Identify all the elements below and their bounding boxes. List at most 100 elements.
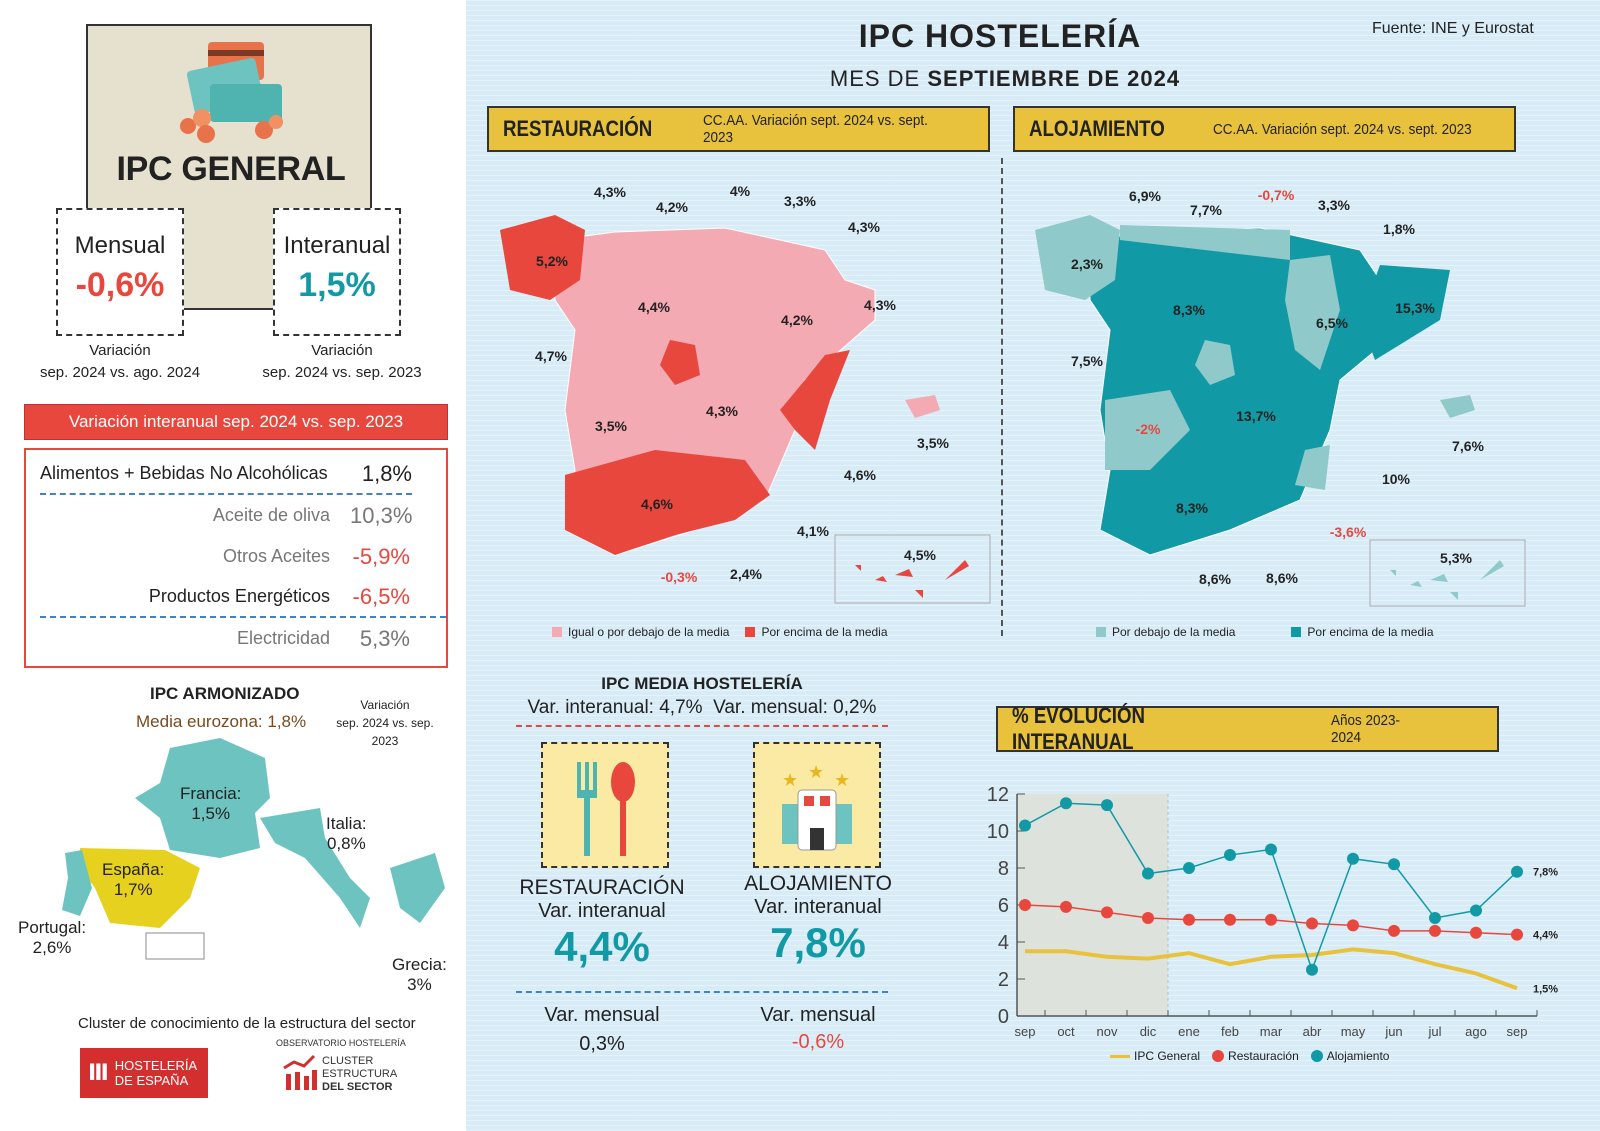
alojamiento-mensual-label: Var. mensual [760,1004,876,1026]
row-label: Productos Energéticos [148,586,330,606]
country-italia: Italia: 0,8% [326,814,367,854]
region-value: 15,3% [1395,300,1435,316]
data-point [1265,843,1277,856]
row-value: -5,9% [352,543,410,569]
region-value: 4,2% [656,199,688,215]
subtitle-bold: SEPTIEMBRE DE 2024 [927,66,1181,91]
country-name: Italia: [326,814,367,833]
mensual-caption-2: sep. 2024 vs. ago. 2024 [39,364,201,381]
alojamiento-mensual: Var. mensual -0,6% [732,1004,904,1054]
region-value: 7,6% [1452,438,1484,454]
x-tick-label: nov [1097,1024,1118,1039]
y-tick-label: 2 [998,969,1009,991]
row-label: Aceite de oliva [212,505,330,525]
interanual-box: Interanual 1,5% [273,208,401,336]
row-label: Alimentos + Bebidas No Alcohólicas [40,463,328,483]
restauracion-label: Var. interanual [538,900,666,922]
fork-spoon-card [541,742,669,868]
data-point [1511,865,1523,878]
x-tick-label: jun [1384,1024,1402,1039]
canarias-inset [145,932,205,960]
region-value: 4,4% [638,299,670,315]
legend-swatch-high [1291,627,1302,637]
data-point [1060,797,1072,810]
data-point [1388,924,1400,937]
region-value: 13,7% [1236,408,1276,424]
alojamiento-map-subtitle: CC.AA. Variación sept. 2024 vs. sept. 20… [1212,120,1472,138]
logo1-line2: DE ESPAÑA [114,1073,189,1088]
columns-icon: Ⅲ [88,1060,109,1085]
country-value: 1,5% [191,804,231,823]
x-tick-label: jul [1427,1024,1441,1039]
alojamiento-header: ALOJAMIENTO CC.AA. Variación sept. 2024 v… [1013,106,1516,152]
logo2-line1: CLUSTER [322,1055,374,1067]
region-value: 3,5% [917,435,949,451]
data-point [1019,899,1031,911]
alojamiento-label: Var. interanual [754,896,882,918]
legend-high: Por encima de la media [1307,625,1434,639]
evolucion-chart: 0 2 4 6 8 10 12 sep oct nov dic ene feb mar abr may jun j… [987,784,1559,1039]
legend-low: Igual o por debajo de la media [568,625,730,639]
country-name: Portugal: [18,918,87,937]
data-point [1388,858,1400,871]
alojamiento-legend: Por debajo de la media Por encima de la … [1096,625,1434,639]
country-name: Francia: [180,784,242,803]
logo2-line3: DEL SECTOR [322,1081,393,1093]
series-line-IPC General [1025,947,1518,991]
region-galicia [1035,215,1120,300]
region-value: 6,5% [1316,315,1348,331]
region-value: 7,7% [1190,202,1222,218]
restauracion-name: RESTAURACIÓN [519,876,685,899]
country-value: 0,8% [326,834,366,853]
subtitle-prefix: MES DE [829,66,921,91]
country-grecia: Grecia: 3% [392,955,447,995]
country-francia: Francia: 1,5% [180,784,241,824]
restauracion-map-subtitle: CC.AA. Variación sept. 2024 vs. sept. 20… [702,112,928,146]
region-value: 4,6% [641,496,673,512]
data-point [1306,917,1318,930]
svg-text:★: ★ [782,770,798,790]
armonizado-var-2: sep. 2024 vs. sep. 2023 [336,716,434,748]
svg-text:★: ★ [808,762,824,782]
legend-alojamiento: Alojamiento [1310,1049,1389,1063]
table-row: Alimentos + Bebidas No Alcohólicas 1,8% [40,454,412,495]
region-value: 4,3% [594,184,626,200]
variacion-table: Alimentos + Bebidas No Alcohólicas 1,8% A… [24,448,448,668]
region-value: 10% [1381,471,1411,487]
variacion-header: Variación interanual sep. 2024 vs. sep. … [24,404,448,440]
region-cataluna [1360,265,1450,360]
cluster-text: Cluster de conocimiento de la estructura… [78,1015,416,1032]
france-shape [135,738,270,858]
x-tick-label: oct [1057,1024,1075,1039]
y-tick-label: 4 [998,932,1009,954]
logo2-line2: ESTRUCTURA [322,1068,398,1080]
data-point [1429,911,1441,924]
region-value: 6,9% [1129,188,1161,204]
source: Fuente: INE y Eurostat [1372,20,1534,37]
hotel-icon: ★ ★ ★ [782,762,852,851]
legend-high: Por encima de la media [761,625,888,639]
row-value: 10,3% [350,502,413,528]
region-value: 4,7% [535,348,567,364]
alojamiento-value: 7,8% [770,919,866,966]
restauracion-stats: RESTAURACIÓN Var. interanual 4,4% [516,876,688,971]
interanual-caption: Variación sep. 2024 vs. sep. 2023 [252,340,432,384]
region-value: 2,4% [730,566,762,582]
region-value: 8,6% [1199,571,1231,587]
canarias [1390,560,1504,600]
end-label: 7,8% [1533,867,1558,879]
legend-swatch-high [745,627,756,637]
region-value: 4,1% [797,523,829,539]
restauracion-map-title: RESTAURACIÓN [503,116,653,141]
region-value: 4,3% [848,219,880,235]
x-tick-label: mar [1260,1024,1283,1039]
data-point [1019,819,1031,832]
x-tick-label: sep [1015,1024,1036,1039]
data-point [1470,904,1482,917]
region-andalucia [565,450,770,555]
interanual-value: 1,5% [298,266,376,304]
evolucion-title: % EVOLUCIÓN INTERANUAL [1012,703,1145,754]
italy-shape [260,808,370,928]
divider [1001,158,1003,636]
armonizado-variacion: Variación sep. 2024 vs. sep. 2023 [322,696,448,750]
